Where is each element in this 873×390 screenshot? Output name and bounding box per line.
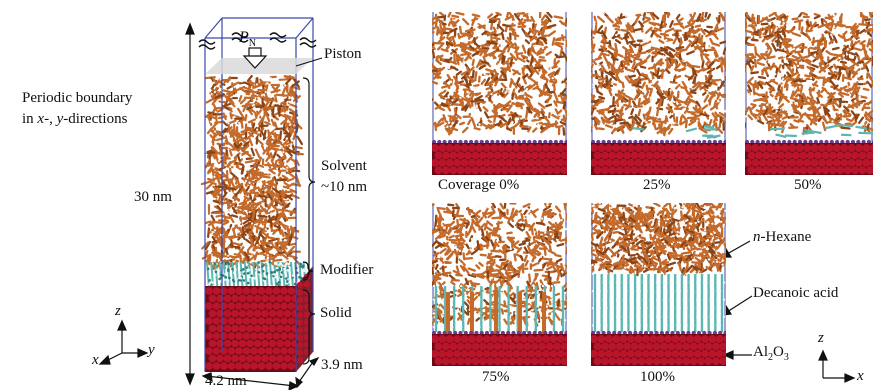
right-axis-x-label: x [857, 368, 864, 384]
solvent-molecules [200, 74, 304, 272]
box-frame [204, 17, 314, 372]
legend-decanoic-acid: Decanoic acid [753, 285, 839, 301]
right-axis-z-label: z [818, 330, 824, 346]
solvent-label: Solvent ~10 nm [321, 158, 368, 195]
height-label: 30 nm [134, 189, 172, 205]
panel-molecular-snapshot [591, 203, 726, 366]
region-braces [302, 77, 316, 365]
periodic-wave-icons [198, 32, 317, 50]
coverage-panel-0 [432, 12, 567, 175]
panel-molecular-snapshot [432, 203, 567, 366]
width-label: 4.2 nm [205, 373, 247, 389]
depth-label: 3.9 nm [321, 357, 363, 373]
periodic-boundary-label: Periodic boundary in x-, y-directions [22, 90, 133, 127]
width-dimension-arrow [201, 372, 300, 390]
axes-triad-left [98, 319, 149, 365]
axes-right [818, 349, 856, 383]
caption-coverage-0: Coverage 0% [438, 177, 520, 193]
axis-x-label: x [92, 352, 99, 368]
caption-coverage-50: 50% [794, 177, 822, 193]
pressure-arrow-icon [242, 47, 268, 69]
piston-leader-line [295, 57, 323, 67]
pressure-label: PN [239, 29, 257, 50]
legend-hexane: n-Hexane [753, 229, 812, 245]
legend-arrows [721, 240, 753, 360]
caption-coverage-75: 75% [482, 369, 510, 385]
caption-coverage-100: 100% [640, 369, 675, 385]
axis-z-label: z [115, 303, 121, 319]
coverage-panel-100 [591, 203, 726, 366]
panel-molecular-snapshot [591, 12, 726, 175]
panel-molecular-snapshot [745, 12, 873, 175]
panel-molecular-snapshot [432, 12, 567, 175]
coverage-panel-50 [745, 12, 873, 175]
caption-coverage-25: 25% [643, 177, 671, 193]
height-dimension-arrow [185, 22, 195, 386]
legend-alumina: Al2O3 [753, 344, 789, 363]
coverage-panel-75 [432, 203, 567, 366]
piston-label: Piston [324, 46, 362, 62]
solid-label: Solid [320, 305, 352, 321]
coverage-panel-25 [591, 12, 726, 175]
modifier-label: Modifier [320, 262, 374, 278]
axis-y-label: y [148, 342, 155, 358]
depth-dimension-arrow [295, 356, 320, 389]
piston-plate [205, 58, 313, 74]
